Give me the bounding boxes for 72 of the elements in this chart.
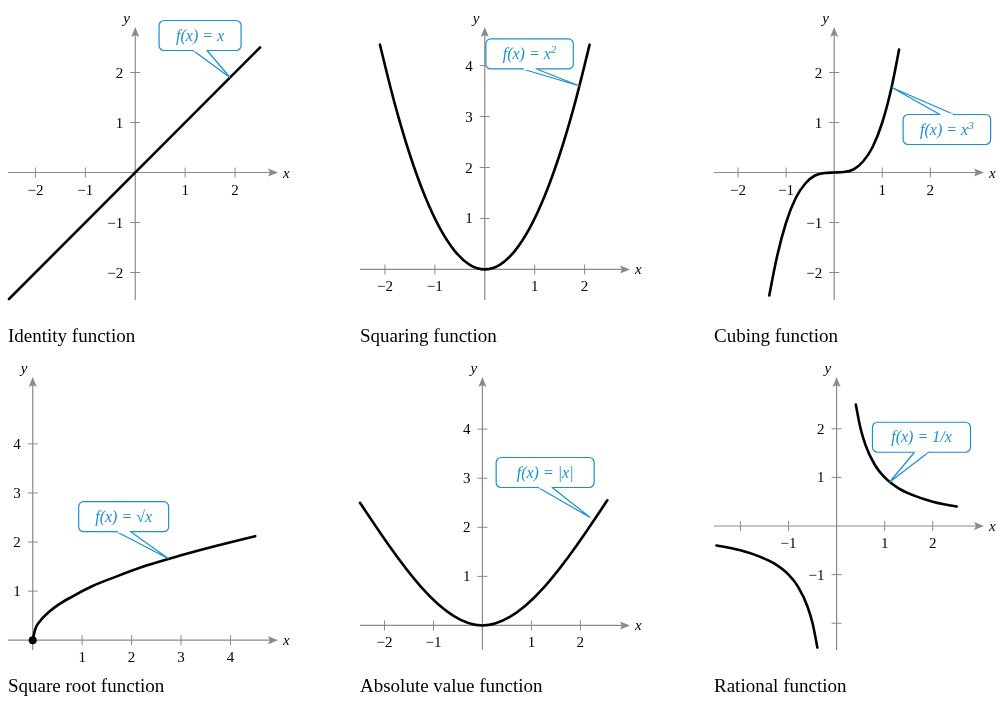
y-tick-label: 2 bbox=[115, 64, 124, 81]
text: Cubing function bbox=[714, 325, 839, 346]
x-tick-label: 1 bbox=[527, 634, 536, 651]
x-tick-label: −1 bbox=[778, 181, 795, 198]
x-tick-label: −1 bbox=[77, 181, 94, 198]
y-tick-label: 3 bbox=[13, 484, 21, 501]
y-tick-label: 1 bbox=[115, 114, 124, 131]
x-tick-label: 2 bbox=[231, 181, 239, 198]
x-tick-label: −1 bbox=[425, 634, 442, 651]
y-axis-title: y bbox=[468, 360, 478, 376]
x-axis-title: x bbox=[282, 164, 290, 181]
annotation: f(x) = 1/x bbox=[891, 428, 952, 447]
x-tick-label: 2 bbox=[926, 181, 935, 198]
x-tick-label: 4 bbox=[226, 649, 235, 666]
line-series bbox=[378, 43, 591, 271]
y-tick-label: 4 bbox=[462, 421, 471, 438]
y-axis-title: y bbox=[18, 360, 28, 376]
annotation: f(x) = √x bbox=[95, 507, 153, 526]
x-axis-title: x bbox=[988, 164, 996, 181]
x-tick-label: 2 bbox=[580, 278, 589, 295]
x-tick-label: 2 bbox=[928, 535, 937, 552]
y-axis-title: y bbox=[820, 10, 830, 26]
y-tick-label: −2 bbox=[107, 264, 124, 281]
annotation: f(x) = x$^{2}$ bbox=[502, 42, 557, 63]
y-tick-label: 1 bbox=[13, 583, 21, 600]
text: Squaring function bbox=[360, 325, 498, 346]
x-tick-label: 1 bbox=[880, 535, 889, 552]
x-tick-label: −2 bbox=[376, 278, 393, 295]
x-tick-label: −2 bbox=[730, 181, 747, 198]
line-series bbox=[767, 48, 901, 297]
x-tick-label: 2 bbox=[127, 649, 136, 666]
text: Identity function bbox=[8, 325, 136, 346]
y-tick-label: 1 bbox=[462, 568, 471, 585]
y-tick-label: −1 bbox=[808, 566, 825, 583]
y-axis-title: y bbox=[470, 10, 480, 26]
x-tick-label: 1 bbox=[530, 278, 539, 295]
x-tick-label: 2 bbox=[576, 634, 585, 651]
x-axis-title: x bbox=[282, 632, 290, 649]
y-tick-label: −1 bbox=[107, 214, 124, 231]
annotation: f(x) = x bbox=[176, 26, 225, 45]
x-tick-label: −1 bbox=[780, 535, 797, 552]
y-tick-label: 1 bbox=[465, 210, 473, 227]
y-tick-label: 4 bbox=[465, 57, 474, 74]
y-tick-label: −1 bbox=[806, 214, 823, 231]
text: Square root function bbox=[8, 675, 165, 696]
x-axis-title: x bbox=[988, 518, 996, 535]
y-tick-label: 2 bbox=[814, 64, 823, 81]
y-axis-title: y bbox=[822, 360, 832, 376]
x-tick-label: −1 bbox=[426, 278, 443, 295]
y-tick-label: 2 bbox=[465, 159, 473, 176]
annotation: f(x) = |x| bbox=[516, 463, 574, 482]
y-tick-label: 1 bbox=[817, 469, 825, 486]
y-tick-label: 3 bbox=[465, 108, 473, 125]
x-axis-title: x bbox=[634, 617, 642, 634]
y-axis-title: y bbox=[121, 10, 131, 26]
x-tick-label: 1 bbox=[78, 649, 86, 666]
x-tick-label: 3 bbox=[177, 649, 185, 666]
y-tick-label: 2 bbox=[817, 420, 825, 437]
y-tick-label: 2 bbox=[462, 519, 471, 536]
y-tick-label: 3 bbox=[462, 470, 471, 487]
line-series bbox=[854, 403, 959, 508]
x-tick-label: 1 bbox=[878, 181, 887, 198]
text: Rational function bbox=[714, 675, 847, 696]
y-tick-label: 1 bbox=[814, 114, 823, 131]
x-axis-title: x bbox=[634, 261, 642, 278]
y-tick-label: −2 bbox=[806, 264, 823, 281]
x-tick-label: −2 bbox=[376, 634, 393, 651]
x-tick-label: 1 bbox=[181, 181, 189, 198]
x-tick-label: −2 bbox=[27, 181, 44, 198]
annotation: f(x) = x$^{3}$ bbox=[920, 118, 975, 139]
text: Absolute value function bbox=[360, 675, 544, 696]
y-tick-label: 4 bbox=[13, 435, 22, 452]
